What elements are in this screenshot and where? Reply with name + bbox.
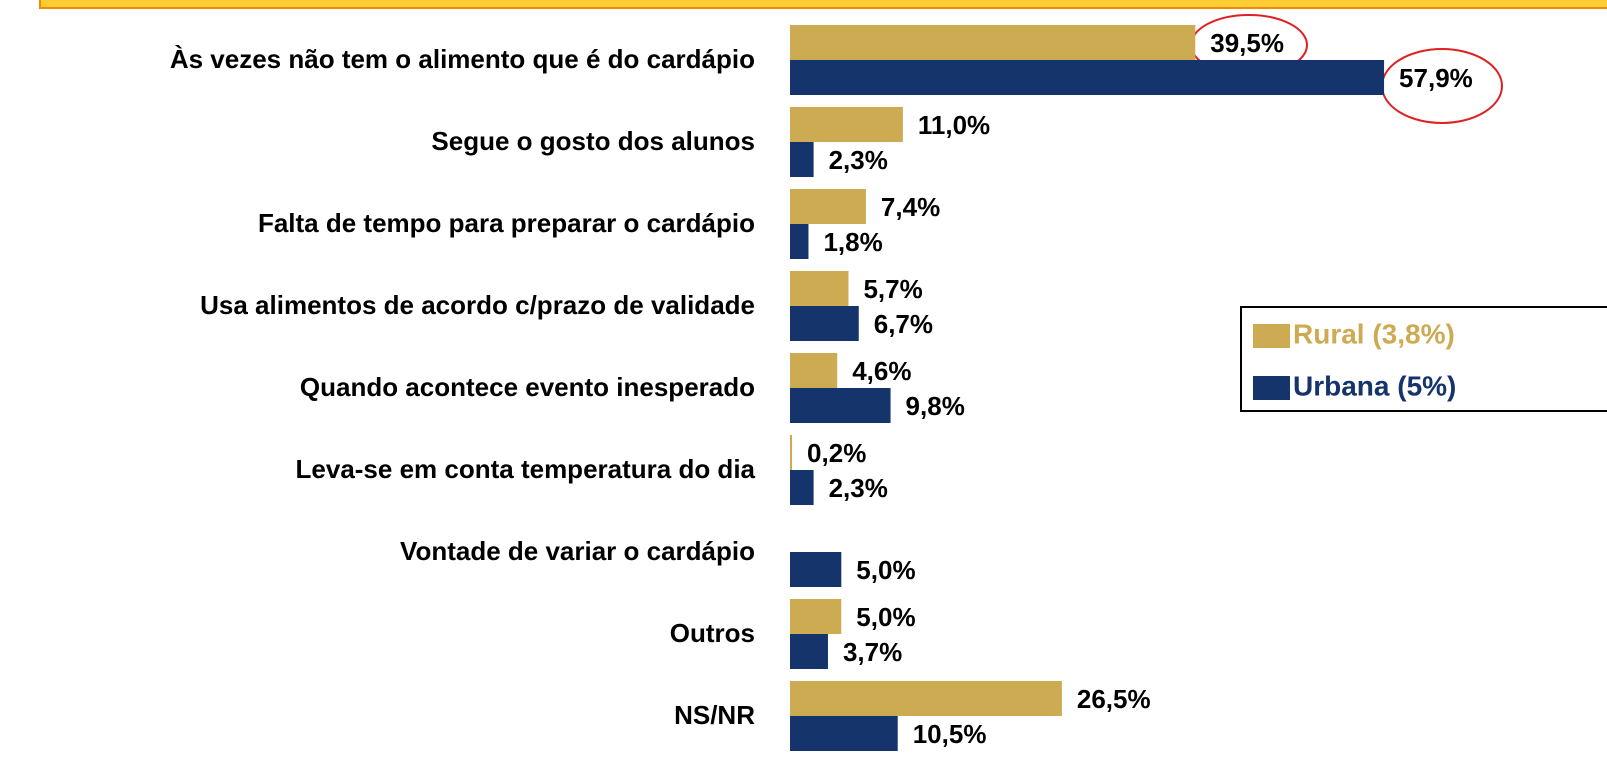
category-label: Leva-se em conta temperatura do dia <box>296 454 756 484</box>
bar <box>790 552 842 587</box>
bar <box>790 435 793 470</box>
category-label: Quando acontece evento inesperado <box>300 372 755 402</box>
bar <box>790 271 849 306</box>
value-label: 5,0% <box>856 602 915 632</box>
bar <box>790 306 859 341</box>
header-band <box>39 0 1607 9</box>
value-label: 2,3% <box>829 473 888 503</box>
value-label: 6,7% <box>874 309 933 339</box>
value-label: 11,0% <box>918 110 990 140</box>
bar <box>790 388 891 423</box>
value-label: 0,2% <box>807 438 866 468</box>
value-label: 7,4% <box>881 192 940 222</box>
value-label: 4,6% <box>852 356 911 386</box>
bar <box>790 634 828 669</box>
bar <box>790 470 814 505</box>
category-label: Outros <box>670 618 755 648</box>
legend-label: Rural (3,8%) <box>1293 318 1455 349</box>
bar <box>790 681 1062 716</box>
legend-swatch <box>1253 376 1290 400</box>
category-label: Usa alimentos de acordo c/prazo de valid… <box>200 290 755 320</box>
value-label: 9,8% <box>906 391 965 421</box>
category-label: Vontade de variar o cardápio <box>400 536 755 566</box>
bar <box>790 142 814 177</box>
bar <box>790 599 842 634</box>
bar <box>790 60 1385 95</box>
category-label: Falta de tempo para preparar o cardápio <box>258 208 755 238</box>
bar <box>790 224 809 259</box>
value-label: 1,8% <box>823 227 882 257</box>
legend-label: Urbana (5%) <box>1293 370 1456 401</box>
value-label: 3,7% <box>843 637 902 667</box>
category-label: NS/NR <box>674 700 755 730</box>
value-label: 26,5% <box>1077 684 1151 714</box>
value-label: 5,7% <box>863 274 922 304</box>
bar <box>790 716 898 751</box>
category-label: Às vezes não tem o alimento que é do car… <box>170 44 755 74</box>
bar <box>790 25 1196 60</box>
value-label: 39,5% <box>1210 28 1284 58</box>
legend-swatch <box>1253 324 1290 348</box>
bar <box>790 353 838 388</box>
legend-box <box>1240 306 1607 412</box>
value-label: 5,0% <box>856 555 915 585</box>
value-label: 10,5% <box>913 719 987 749</box>
bar <box>790 107 903 142</box>
category-label: Segue o gosto dos alunos <box>431 126 755 156</box>
value-label: 57,9% <box>1399 63 1473 93</box>
value-label: 2,3% <box>829 145 888 175</box>
bar <box>790 189 866 224</box>
